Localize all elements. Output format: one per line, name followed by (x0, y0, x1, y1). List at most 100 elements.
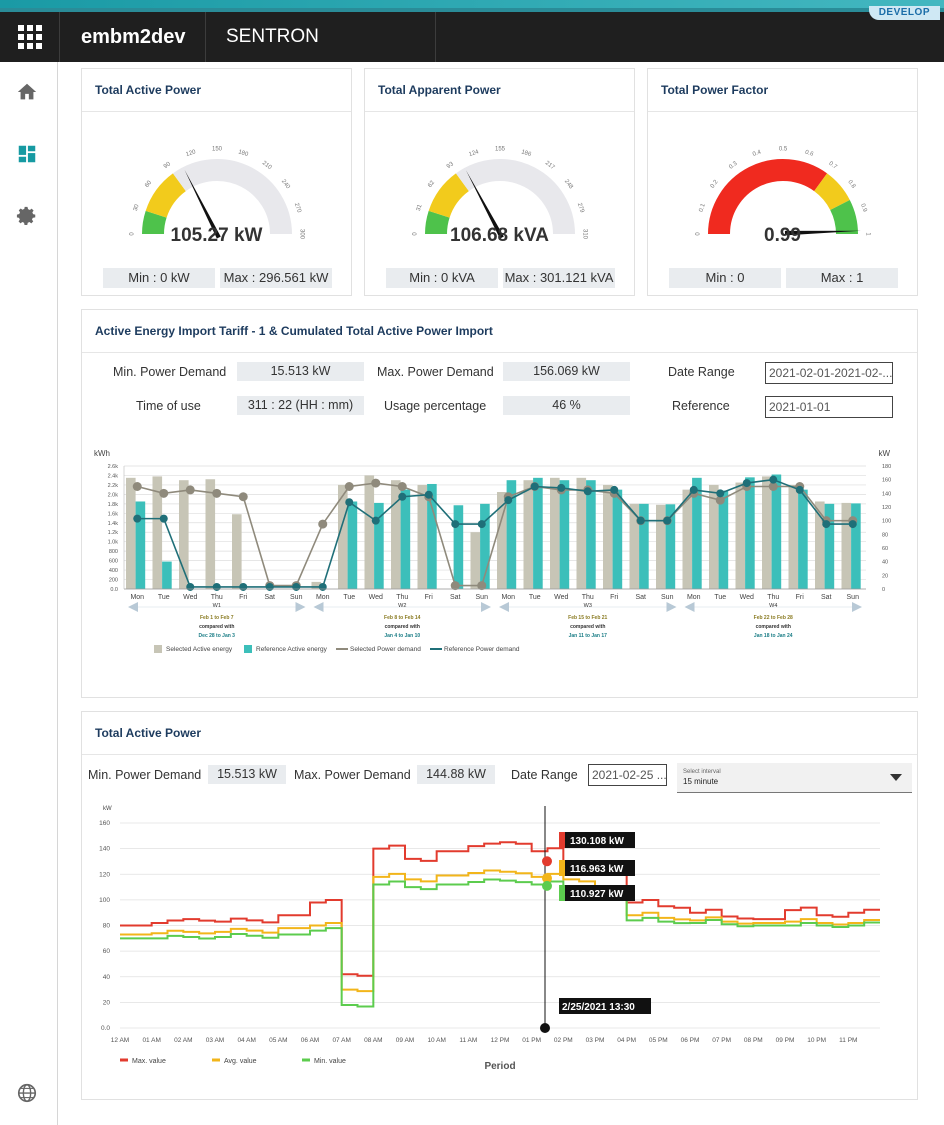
y-tick-label: 1.0k (108, 540, 119, 546)
week-note-selected: Feb 8 to Feb 14 (384, 615, 421, 621)
week-note-reference: Jan 4 to Jan 10 (384, 633, 420, 639)
interval-select[interactable]: Select interval 15 minute (677, 763, 912, 793)
selected-demand-point (212, 488, 222, 498)
gauge-tick-label: 62 (427, 179, 436, 188)
x-tick-label: Mon (130, 594, 144, 601)
card-title: Total Power Factor (661, 83, 769, 97)
date-range-input[interactable]: 2021-02-01-2021-02-... (765, 362, 893, 384)
selected-demand-point (238, 492, 248, 502)
gauge-green-band (425, 210, 450, 235)
bar-selected-energy (205, 479, 216, 589)
sidebar-item-dashboard[interactable] (12, 139, 42, 169)
bar-selected-energy (417, 484, 428, 589)
max-demand-label: Max. Power Demand (377, 365, 494, 379)
sidebar-item-settings[interactable] (12, 201, 42, 231)
tooltip-time-box (559, 998, 651, 1014)
min-demand-value: 15.513 kW (237, 362, 364, 381)
legend-swatch (244, 645, 252, 653)
x-tick-label: 10 PM (807, 1037, 826, 1044)
week-note-reference: Jan 11 to Jan 17 (569, 633, 608, 639)
tooltip-box (565, 885, 635, 901)
x-tick-label: 03 AM (206, 1037, 224, 1044)
x-tick-label: 07 AM (332, 1037, 350, 1044)
x-tick-label: Wed (369, 594, 383, 601)
y-tick-label: 20 (103, 999, 111, 1006)
week-note-compare: compared with (199, 624, 234, 630)
selected-demand-point (477, 581, 487, 591)
x-tick-label: Mon (501, 594, 515, 601)
reference-demand-point (636, 516, 645, 525)
gauge-card-active-power: Total Active Power 0 30 60 90 120 150 180 210 24… (81, 68, 352, 296)
x-tick-label: 05 AM (269, 1037, 287, 1044)
bar-selected-energy (152, 476, 163, 589)
x-tick-label: 09 AM (396, 1037, 414, 1044)
gauge-min: Min : 0 (669, 268, 781, 288)
bar-reference-energy (453, 505, 464, 589)
reference-label: Reference (672, 399, 730, 413)
week-label: W1 (213, 603, 221, 609)
date-range-input[interactable]: 2021-02-25 ... (588, 764, 667, 786)
sidebar-item-language[interactable] (12, 1078, 42, 1108)
reference-demand-point (716, 489, 725, 498)
x-axis-title: Period (484, 1061, 515, 1072)
x-tick-label: 11 PM (839, 1037, 857, 1044)
crosshair-anchor (540, 1023, 550, 1033)
reference-demand-point (848, 520, 857, 529)
gauge-min: Min : 0 kVA (386, 268, 498, 288)
bar-reference-energy (692, 477, 702, 589)
time-of-use-value: 311 : 22 (HH : mm) (237, 396, 364, 415)
x-tick-label: 02 PM (554, 1037, 573, 1044)
reference-demand-point (451, 520, 460, 529)
x-tick-label: Wed (740, 594, 754, 601)
gauge-remaining-band (455, 159, 575, 235)
gauge-yellow-band (813, 173, 850, 211)
reference-demand-point (557, 483, 566, 492)
week-prev-arrow (499, 602, 509, 612)
energy-bar-chart: kWh kW0.02004006008001.0k1.2k1.4k1.6k1.8k… (94, 449, 891, 653)
reference-demand-point (318, 582, 327, 591)
gauge-tick-label: 0.9 (859, 203, 867, 213)
gauge-tick-label: 0.8 (846, 179, 856, 190)
y2-tick-label: 180 (882, 464, 891, 470)
interval-select-label: Select interval (683, 769, 721, 775)
reference-demand-point (133, 514, 142, 523)
bar-selected-energy (311, 581, 322, 589)
env-badge: DEVELOP (868, 6, 940, 20)
gauge-tick-label: 124 (468, 149, 480, 158)
min-demand-label: Min. Power Demand (88, 768, 202, 782)
week-prev-arrow (684, 602, 695, 612)
app-name-tab[interactable]: SENTRON powermind (206, 12, 436, 97)
app-launcher-button[interactable] (0, 12, 60, 62)
bar-selected-energy (232, 514, 242, 589)
selected-demand-point (185, 485, 195, 495)
time-of-use-label: Time of use (136, 399, 201, 413)
gauge-tick-label: 210 (261, 160, 273, 171)
bar-reference-energy (586, 480, 596, 589)
week-prev-arrow (313, 602, 324, 612)
week-prev-arrow (128, 602, 138, 612)
gauge-tick-label: 31 (416, 203, 424, 212)
usage-percentage-value: 46 % (503, 396, 630, 415)
legend-label: Reference Active energy (256, 646, 328, 653)
tenant-tab[interactable]: embm2dev (61, 12, 206, 62)
y-tick-label: 1.2k (108, 530, 119, 536)
active-power-line-chart[interactable]: kW 0.0 20 40 60 80 100 120 140 160 12 AM 01 AM 02 AM… (82, 800, 917, 1090)
y-tick-label: 200 (109, 578, 118, 584)
week-note-compare: compared with (570, 624, 605, 630)
reference-demand-point (186, 582, 195, 591)
bar-selected-energy (179, 480, 189, 589)
y-tick-label: 160 (99, 820, 110, 827)
y-axis-title: kWh (94, 449, 110, 458)
sidebar-item-home[interactable] (12, 77, 42, 107)
legend-label: Reference Power demand (444, 646, 520, 653)
gauge-tick-label: 310 (581, 229, 587, 240)
y2-tick-label: 160 (882, 478, 891, 484)
reference-input[interactable]: 2021-01-01 (765, 396, 893, 418)
reference-demand-point (345, 498, 354, 507)
gauge-tick-label: 93 (446, 161, 455, 170)
active-power-gauge: 0 30 60 90 120 150 180 210 240 270 300 (130, 147, 305, 240)
bar-reference-energy (559, 480, 570, 589)
interval-select-value: 15 minute (683, 777, 719, 786)
y-tick-label: 2.6k (108, 464, 119, 470)
y2-axis-title: kW (878, 449, 890, 458)
